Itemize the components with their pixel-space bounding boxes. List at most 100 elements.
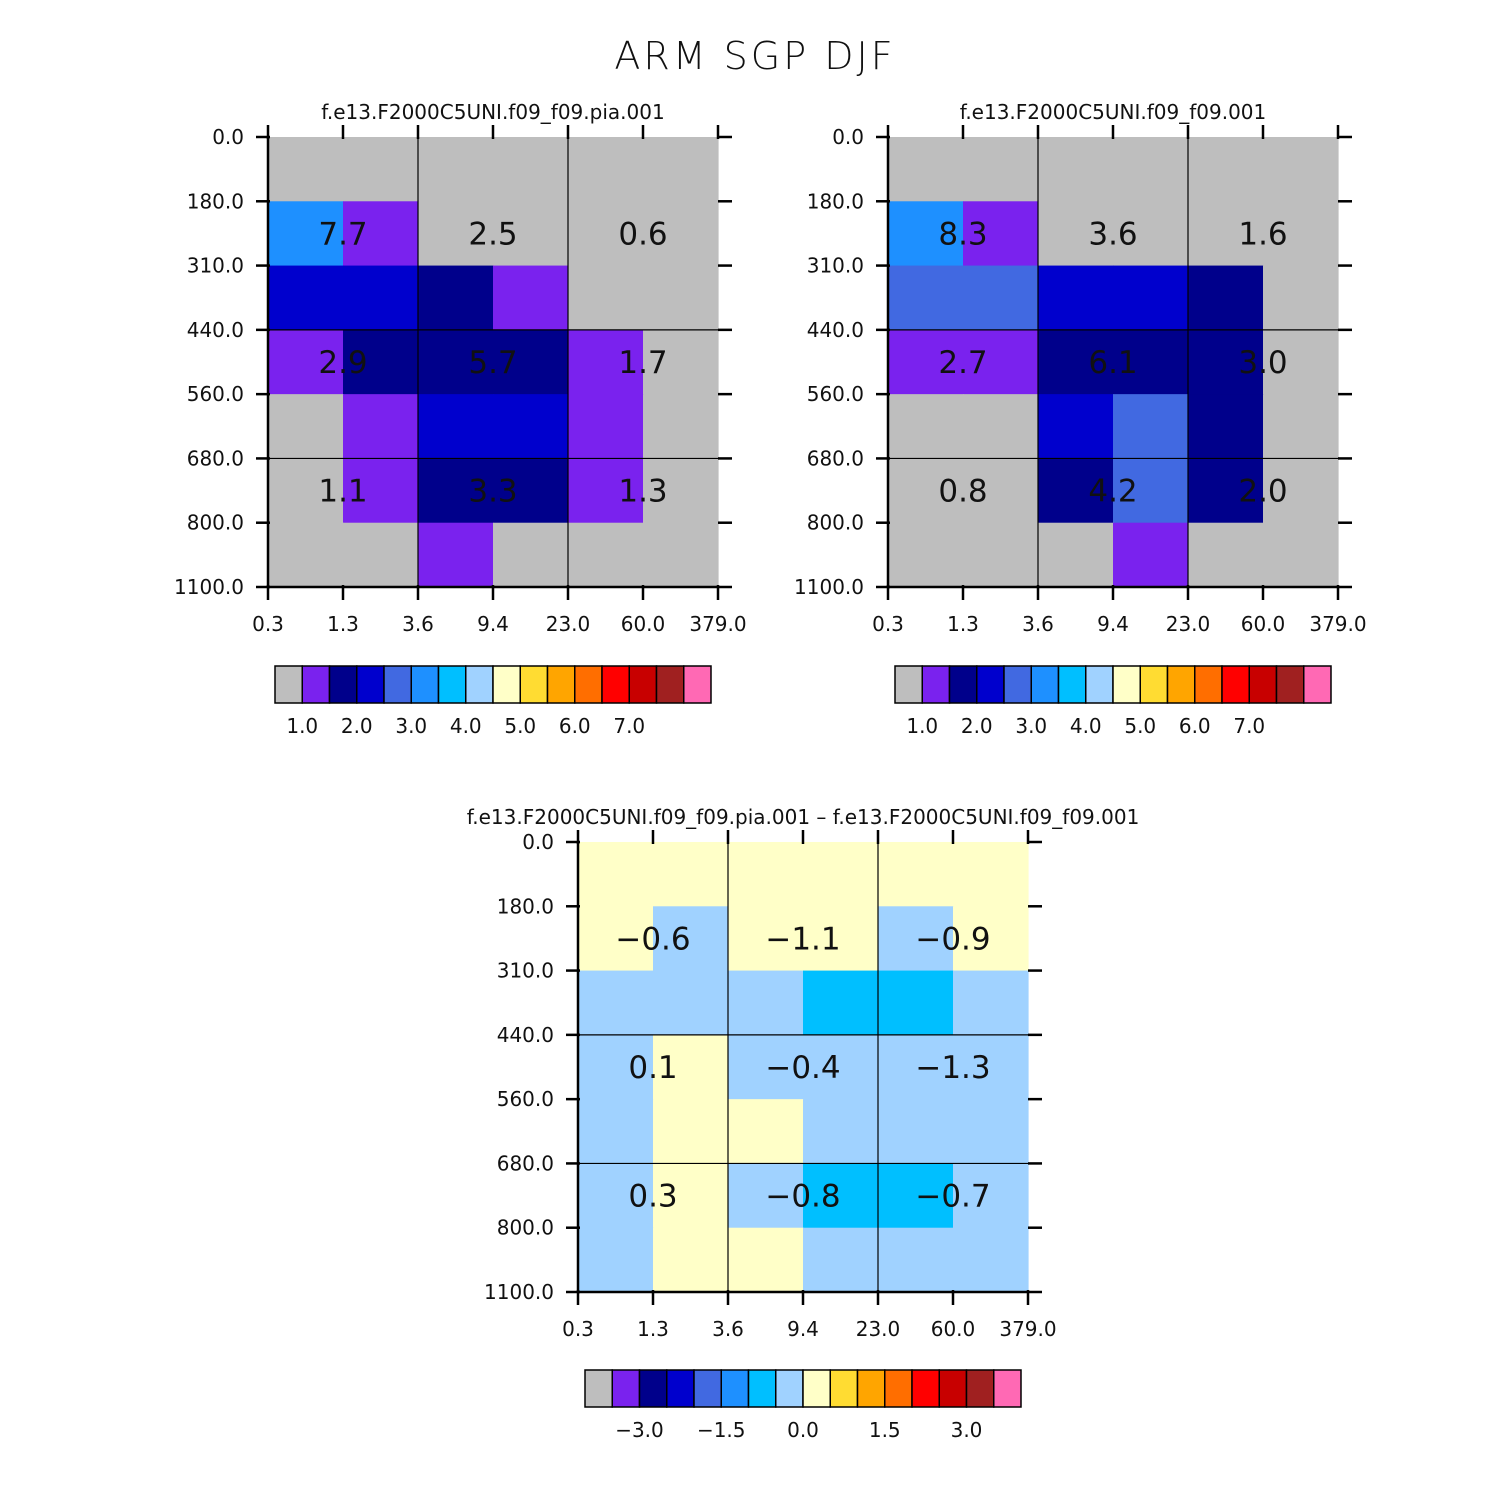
- colorbar-swatch: [1085, 665, 1114, 704]
- heatmap-cell: [568, 265, 644, 331]
- data-label: −0.9: [915, 921, 990, 957]
- heatmap-cell: [803, 970, 879, 1036]
- heatmap-cell: [1188, 394, 1264, 460]
- data-label: −0.7: [915, 1179, 990, 1215]
- heatmap-cell: [1038, 458, 1114, 524]
- colorbar-swatch: [519, 665, 549, 704]
- heatmap-cell: [268, 394, 344, 460]
- colorbar-swatch: [301, 665, 331, 704]
- y-tick-label: 440.0: [497, 1023, 554, 1047]
- heatmap-cell: [643, 265, 719, 331]
- heatmap-cell: [1263, 522, 1339, 588]
- heatmap-cell: [1038, 522, 1114, 588]
- heatmap-cell: [343, 458, 419, 524]
- heatmap-cell: [643, 522, 719, 588]
- x-tick-label: 3.6: [1022, 612, 1054, 636]
- heatmap-cell: [268, 458, 344, 524]
- y-tick-label: 680.0: [187, 446, 244, 470]
- data-label: 8.3: [938, 216, 987, 252]
- heatmap-cell: [568, 394, 644, 460]
- x-tick-label: 23.0: [546, 612, 591, 636]
- colorbar-label: 4.0: [450, 714, 482, 738]
- x-tick-label: 9.4: [787, 1317, 819, 1341]
- heatmap-cell: [418, 458, 494, 524]
- y-tick-label: 0.0: [212, 125, 244, 149]
- colorbar-swatch: [655, 665, 685, 704]
- y-tick-label: 680.0: [497, 1151, 554, 1175]
- heatmap-cell: [963, 265, 1039, 331]
- panel-subtitle: f.e13.F2000C5UNI.f09_f09.001: [960, 100, 1267, 124]
- heatmap-cell: [1113, 201, 1189, 267]
- colorbar-swatch: [546, 665, 576, 704]
- heatmap-cell: [728, 842, 804, 907]
- heatmap-cell: [493, 522, 569, 588]
- heatmap-cell: [888, 265, 964, 331]
- panel-pia: f.e13.F2000C5UNI.f09_f09.pia.001 0.0 180.0…: [174, 100, 747, 738]
- heatmap-cell: [578, 1099, 654, 1165]
- heatmap-cell: [493, 201, 569, 267]
- colorbar-swatch: [775, 1369, 804, 1408]
- heatmap-cell: [953, 970, 1029, 1036]
- colorbar-swatch: [1275, 665, 1305, 704]
- heatmap-cell: [268, 522, 344, 588]
- heatmap-cell: [653, 906, 729, 972]
- data-label: 3.6: [1088, 216, 1137, 252]
- data-label: 1.7: [618, 345, 667, 381]
- colorbar-swatch: [1221, 665, 1250, 704]
- heatmap-cell: [1113, 394, 1189, 460]
- x-tick-label: 0.3: [872, 612, 904, 636]
- heatmap-cell: [493, 458, 569, 524]
- heatmap-cell: [888, 522, 964, 588]
- colorbar-swatch: [638, 1369, 668, 1408]
- heatmap-cell: [953, 1163, 1029, 1229]
- heatmap-cell: [643, 394, 719, 460]
- colorbar-swatch: [1139, 665, 1169, 704]
- data-label: 4.2: [1088, 474, 1137, 510]
- heatmap-cell: [953, 842, 1029, 907]
- colorbar-swatch: [383, 665, 412, 704]
- data-label: 0.8: [938, 474, 987, 510]
- colorbar-swatch: [328, 665, 358, 704]
- colorbar-swatch: [802, 1369, 831, 1408]
- data-label: −0.8: [765, 1179, 840, 1215]
- heatmap-cell: [343, 265, 419, 331]
- y-tick-label: 310.0: [497, 959, 554, 983]
- heatmap-cell: [653, 842, 729, 907]
- y-tick-label: 1100.0: [794, 575, 864, 599]
- colorbar-label: 5.0: [504, 714, 536, 738]
- heatmap-cell: [343, 522, 419, 588]
- y-tick-label: 440.0: [187, 318, 244, 342]
- heatmap-cell: [878, 1099, 954, 1165]
- colorbar-swatch: [356, 665, 385, 704]
- y-tick-label: 0.0: [832, 125, 864, 149]
- heatmap-cell: [1038, 137, 1114, 202]
- y-tick-label: 440.0: [807, 318, 864, 342]
- heatmap-cell: [963, 201, 1039, 267]
- colorbar-swatch: [1057, 665, 1087, 704]
- data-label: 0.6: [618, 216, 667, 252]
- colorbar-swatch: [1003, 665, 1032, 704]
- heatmap-cell: [1188, 458, 1264, 524]
- heatmap-cell: [578, 842, 654, 907]
- data-label: 2.7: [938, 345, 987, 381]
- data-label: −1.1: [765, 921, 840, 957]
- heatmap-cell: [653, 1099, 729, 1165]
- y-tick-label: 310.0: [807, 254, 864, 278]
- y-tick-label: 560.0: [807, 382, 864, 406]
- heatmap-cell: [653, 1163, 729, 1229]
- heatmap-cell: [493, 265, 569, 331]
- heatmap-cell: [418, 522, 494, 588]
- heatmap-cell: [803, 1163, 879, 1229]
- colorbar-swatch: [1112, 665, 1141, 704]
- data-label: 2.5: [468, 216, 517, 252]
- heatmap-cell: [1038, 201, 1114, 267]
- colorbar-swatch: [911, 1369, 940, 1408]
- data-label: −0.6: [615, 921, 690, 957]
- y-tick-label: 1100.0: [484, 1280, 554, 1304]
- heatmap-cell: [343, 137, 419, 202]
- data-label: 6.1: [1088, 345, 1137, 381]
- panel-subtitle: f.e13.F2000C5UNI.f09_f09.pia.001: [321, 100, 664, 124]
- y-tick-label: 180.0: [497, 894, 554, 918]
- heatmap-cell: [888, 329, 964, 395]
